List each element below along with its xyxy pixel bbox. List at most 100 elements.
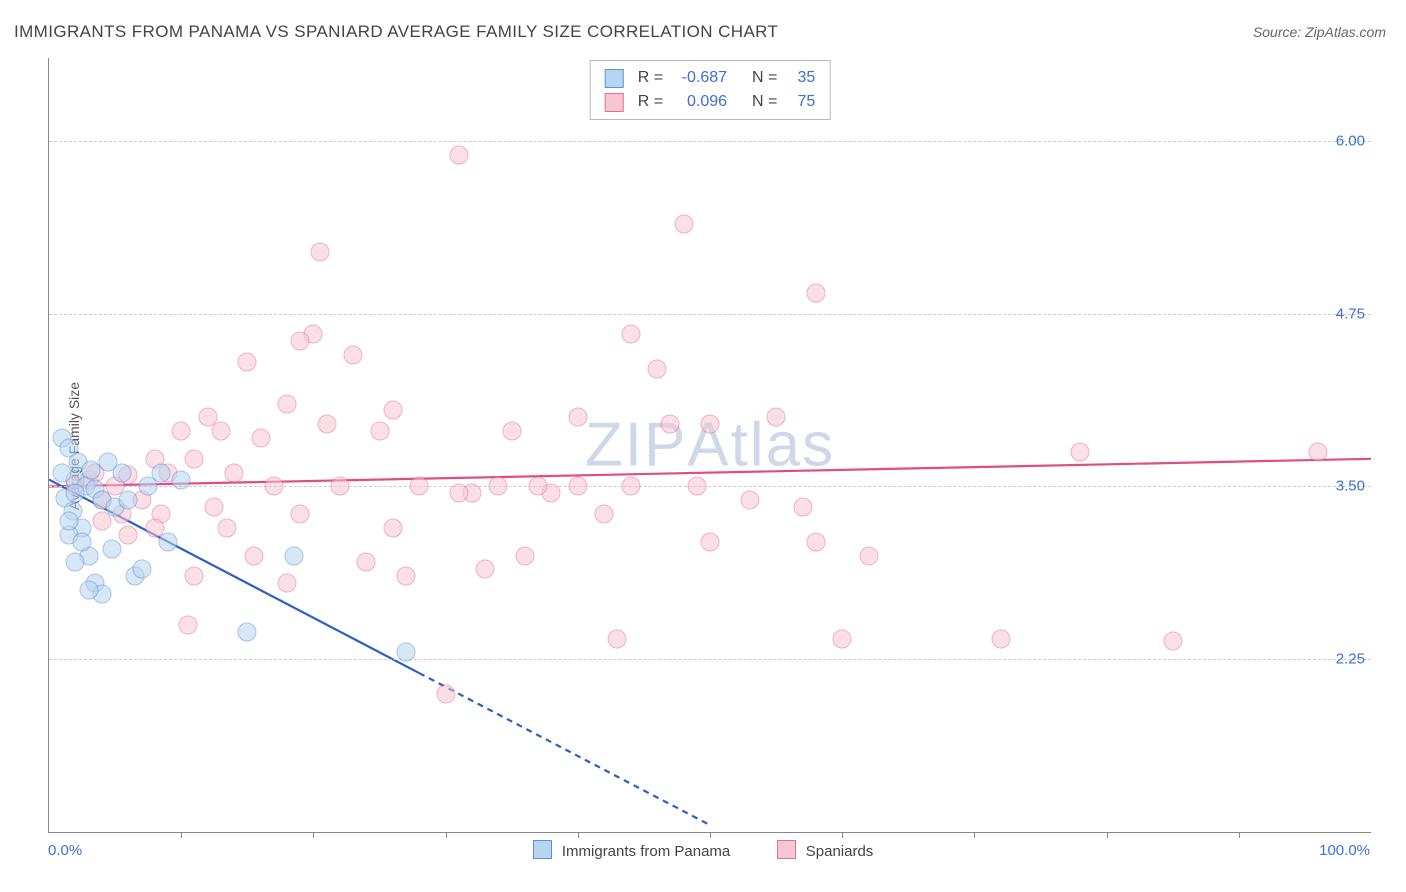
x-tick-mark xyxy=(1107,832,1108,838)
point-spaniards xyxy=(489,477,508,496)
point-panama xyxy=(132,560,151,579)
point-spaniards xyxy=(621,477,640,496)
y-tick-label: 3.50 xyxy=(1336,478,1365,495)
point-spaniards xyxy=(396,567,415,586)
x-tick-mark xyxy=(181,832,182,838)
point-panama xyxy=(73,532,92,551)
swatch-panama-icon xyxy=(605,69,624,88)
point-panama xyxy=(158,532,177,551)
point-spaniards xyxy=(357,553,376,572)
point-spaniards xyxy=(568,477,587,496)
x-tick-mark xyxy=(446,832,447,838)
x-tick-mark xyxy=(578,832,579,838)
point-spaniards xyxy=(178,615,197,634)
swatch-spaniards-icon xyxy=(605,93,624,112)
point-spaniards xyxy=(608,629,627,648)
x-tick-mark xyxy=(842,832,843,838)
point-spaniards xyxy=(621,325,640,344)
point-spaniards xyxy=(205,498,224,517)
point-panama xyxy=(53,463,72,482)
point-panama xyxy=(112,463,131,482)
point-spaniards xyxy=(859,546,878,565)
point-spaniards xyxy=(991,629,1010,648)
point-spaniards xyxy=(661,415,680,434)
point-spaniards xyxy=(238,353,257,372)
point-spaniards xyxy=(370,422,389,441)
x-tick-mark xyxy=(710,832,711,838)
swatch-panama-icon xyxy=(533,840,552,859)
source-label: Source: ZipAtlas.com xyxy=(1253,24,1386,40)
point-spaniards xyxy=(806,532,825,551)
trend-lines xyxy=(49,58,1371,832)
point-panama xyxy=(66,553,85,572)
point-spaniards xyxy=(595,505,614,524)
point-spaniards xyxy=(568,408,587,427)
legend-row-spaniards: R = 0.096 N = 75 xyxy=(605,90,816,114)
x-tick-mark xyxy=(1239,832,1240,838)
point-spaniards xyxy=(119,525,138,544)
point-spaniards xyxy=(476,560,495,579)
point-panama xyxy=(82,460,101,479)
point-spaniards xyxy=(767,408,786,427)
point-spaniards xyxy=(330,477,349,496)
point-spaniards xyxy=(674,214,693,233)
y-tick-label: 6.00 xyxy=(1336,132,1365,149)
point-spaniards xyxy=(449,145,468,164)
series-legend: Immigrants from Panama Spaniards xyxy=(0,840,1406,860)
gridline xyxy=(49,314,1371,315)
point-spaniards xyxy=(648,359,667,378)
point-spaniards xyxy=(317,415,336,434)
point-spaniards xyxy=(211,422,230,441)
point-spaniards xyxy=(185,567,204,586)
gridline xyxy=(49,141,1371,142)
point-spaniards xyxy=(436,684,455,703)
chart-container: IMMIGRANTS FROM PANAMA VS SPANIARD AVERA… xyxy=(0,0,1406,892)
point-spaniards xyxy=(244,546,263,565)
point-spaniards xyxy=(264,477,283,496)
point-panama xyxy=(172,470,191,489)
plot-area: ZIPAtlas R = -0.687 N = 35 R = 0.096 N =… xyxy=(48,58,1371,833)
gridline xyxy=(49,486,1371,487)
point-spaniards xyxy=(291,505,310,524)
point-spaniards xyxy=(344,346,363,365)
gridline xyxy=(49,659,1371,660)
point-panama xyxy=(66,484,85,503)
point-spaniards xyxy=(277,394,296,413)
legend-row-panama: R = -0.687 N = 35 xyxy=(605,66,816,90)
point-spaniards xyxy=(793,498,812,517)
point-spaniards xyxy=(225,463,244,482)
point-spaniards xyxy=(172,422,191,441)
point-spaniards xyxy=(251,429,270,448)
point-panama xyxy=(238,622,257,641)
legend-label-spaniards: Spaniards xyxy=(806,843,874,860)
point-spaniards xyxy=(1163,632,1182,651)
point-spaniards xyxy=(218,518,237,537)
point-spaniards xyxy=(740,491,759,510)
point-spaniards xyxy=(701,532,720,551)
point-spaniards xyxy=(701,415,720,434)
point-spaniards xyxy=(449,484,468,503)
point-spaniards xyxy=(277,574,296,593)
y-tick-label: 4.75 xyxy=(1336,305,1365,322)
point-panama xyxy=(103,539,122,558)
point-spaniards xyxy=(383,401,402,420)
swatch-spaniards-icon xyxy=(777,840,796,859)
point-spaniards xyxy=(515,546,534,565)
point-spaniards xyxy=(291,332,310,351)
point-spaniards xyxy=(383,518,402,537)
point-spaniards xyxy=(1071,442,1090,461)
legend-label-panama: Immigrants from Panama xyxy=(562,843,730,860)
correlation-legend: R = -0.687 N = 35 R = 0.096 N = 75 xyxy=(590,60,831,120)
y-tick-label: 2.25 xyxy=(1336,651,1365,668)
point-spaniards xyxy=(410,477,429,496)
point-spaniards xyxy=(1309,442,1328,461)
point-spaniards xyxy=(806,283,825,302)
point-panama xyxy=(119,491,138,510)
point-spaniards xyxy=(502,422,521,441)
x-tick-mark xyxy=(313,832,314,838)
point-panama xyxy=(284,546,303,565)
point-spaniards xyxy=(529,477,548,496)
point-spaniards xyxy=(687,477,706,496)
point-panama xyxy=(59,512,78,531)
point-panama xyxy=(79,581,98,600)
